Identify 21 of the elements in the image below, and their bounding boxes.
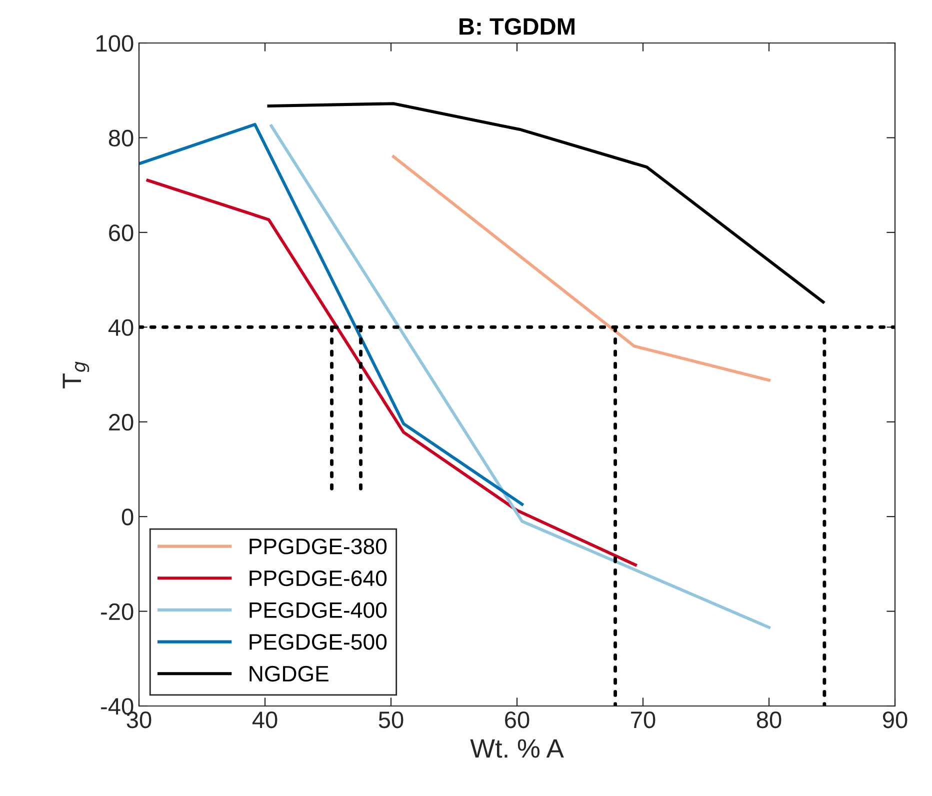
- y-tick-label: 40: [108, 319, 134, 336]
- legend-label: PPGDGE-380: [250, 538, 387, 554]
- legend-label: PEGDGE-500: [250, 634, 387, 650]
- y-tick-label: 80: [108, 130, 134, 146]
- y-tick-label: 20: [109, 414, 134, 431]
- legend-label: NGDGE: [250, 666, 328, 682]
- legend-label: PEGDGE-400: [250, 602, 387, 618]
- x-tick-label: 70: [631, 711, 656, 728]
- x-tick-label: 80: [756, 711, 782, 728]
- x-tick-label: 90: [882, 711, 908, 728]
- y-axis-title: T$_{g}$: [62, 362, 90, 388]
- legend-label: PPGDGE-640: [250, 570, 387, 586]
- chart-title: B: TGDDM: [460, 18, 574, 35]
- x-axis-title: Wt. % A: [470, 739, 564, 758]
- x-tick-label: 60: [505, 711, 530, 728]
- y-tick-label: -20: [101, 603, 134, 620]
- x-tick-label: 50: [378, 711, 404, 728]
- x-tick-label: 40: [252, 711, 278, 728]
- y-tick-label: 100: [96, 35, 134, 52]
- y-tick-label: 0: [122, 508, 134, 526]
- y-tick-label: 60: [109, 224, 134, 242]
